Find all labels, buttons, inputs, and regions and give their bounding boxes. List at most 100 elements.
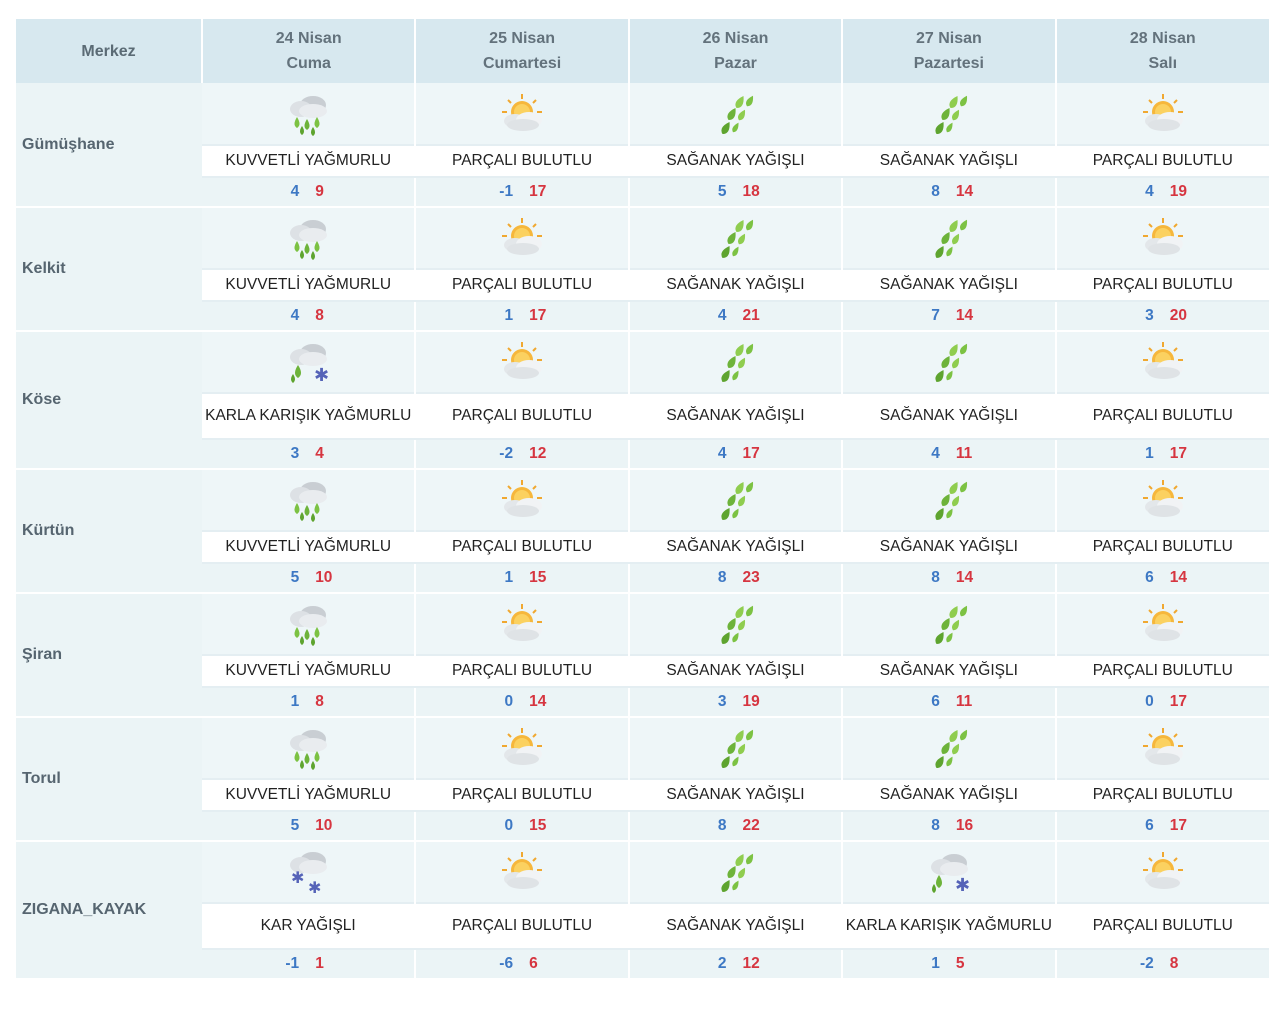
min-temperature: 1: [504, 569, 514, 586]
row-icons: Şiran: [16, 593, 1269, 718]
weather-description: SAĞANAK YAĞIŞLI: [842, 778, 1057, 812]
row-descriptions: KAR YAĞIŞLI PARÇALI BULUTLU SAĞANAK YAĞIŞL…: [16, 902, 1269, 950]
city-name: Kelkit: [16, 207, 202, 332]
icon-cell: [842, 331, 1057, 393]
temperature-cell: 3 20: [1055, 301, 1269, 332]
weather-description: KUVVETLİ YAĞMURLU: [202, 268, 417, 302]
forecast-table-container: Merkez 24 Nisan Cuma 25 Nisan Cumartesi 26…: [16, 19, 1269, 980]
min-temperature: 7: [931, 307, 940, 324]
temperature-cell: 6 14: [1055, 563, 1269, 594]
min-temperature: 0: [504, 693, 514, 710]
weather-description: PARÇALI BULUTLU: [1055, 778, 1269, 812]
sleet-icon: ✱: [283, 337, 333, 387]
weather-description: PARÇALI BULUTLU: [415, 902, 630, 950]
header-date: 26 Nisan: [702, 30, 769, 47]
header-weekday: Cumartesi: [482, 55, 562, 72]
min-temperature: 6: [1145, 569, 1154, 586]
city-name: Şiran: [16, 593, 202, 718]
heavy-rain-icon: [283, 723, 333, 773]
row-temperatures: 5 10 1 15 8 23 8 14 6 14: [16, 563, 1269, 594]
weather-description: SAĞANAK YAĞIŞLI: [842, 530, 1057, 564]
row-icons: ZIGANA_KAYAK ✱ ✱ ✱: [16, 841, 1269, 980]
header-weekday: Pazar: [714, 55, 757, 72]
showers-icon: [710, 599, 760, 649]
showers-icon: [710, 475, 760, 525]
min-temperature: -1: [285, 955, 300, 972]
weather-description: SAĞANAK YAĞIŞLI: [628, 268, 844, 302]
forecast-table: Merkez 24 Nisan Cuma 25 Nisan Cumartesi 26…: [16, 19, 1269, 980]
row-descriptions: KUVVETLİ YAĞMURLU PARÇALI BULUTLU SAĞANAK …: [16, 144, 1269, 178]
min-temperature: 8: [717, 569, 727, 586]
temperature-cell: 6 11: [842, 687, 1057, 718]
weather-description: PARÇALI BULUTLU: [1055, 144, 1269, 178]
temperature-cell: -2 8: [1055, 949, 1269, 980]
weather-description: PARÇALI BULUTLU: [1055, 268, 1269, 302]
min-temperature: 1: [931, 955, 940, 972]
city-name: Gümüşhane: [16, 83, 202, 208]
temperature-cell: 0 14: [415, 687, 630, 718]
temperature-cell: 3 19: [628, 687, 844, 718]
city-name: Köse: [16, 331, 202, 470]
max-temperature: 18: [742, 183, 760, 200]
weather-description: SAĞANAK YAĞIŞLI: [628, 530, 844, 564]
temperature-cell: 7 14: [842, 301, 1057, 332]
max-temperature: 21: [742, 307, 760, 324]
min-temperature: 4: [1145, 183, 1154, 200]
temperature-cell: 6 17: [1055, 811, 1269, 842]
min-temperature: 3: [290, 445, 300, 462]
icon-cell: [1055, 593, 1269, 655]
icon-cell: [628, 469, 844, 531]
max-temperature: 17: [1169, 817, 1188, 834]
header-row: Merkez 24 Nisan Cuma 25 Nisan Cumartesi 26…: [16, 19, 1269, 83]
weather-description: PARÇALI BULUTLU: [415, 268, 630, 302]
weather-description: KUVVETLİ YAĞMURLU: [202, 530, 417, 564]
icon-cell: [202, 717, 417, 779]
temperature-cell: 4 17: [628, 439, 844, 470]
row-temperatures: -1 1 -6 6 2 12 1 5 -2 8: [16, 949, 1269, 980]
heavy-rain-icon: [283, 89, 333, 139]
min-temperature: 5: [717, 183, 727, 200]
showers-icon: [924, 723, 974, 773]
min-temperature: -2: [1139, 955, 1154, 972]
row-temperatures: 5 10 0 15 8 22 8 16 6 17: [16, 811, 1269, 842]
temperature-cell: 8 23: [628, 563, 844, 594]
partly-cloudy-icon: [497, 89, 547, 139]
showers-icon: [924, 475, 974, 525]
weather-description: KUVVETLİ YAĞMURLU: [202, 778, 417, 812]
min-temperature: 4: [717, 445, 727, 462]
row-icons: Kelkit: [16, 207, 1269, 332]
icon-cell: [415, 717, 630, 779]
max-temperature: 8: [1169, 955, 1179, 972]
icon-cell: [628, 207, 844, 269]
icon-cell: [842, 717, 1057, 779]
icon-cell: [415, 207, 630, 269]
header-day: 28 Nisan Salı: [1055, 19, 1269, 83]
max-temperature: 8: [315, 693, 324, 710]
icon-cell: [415, 83, 630, 145]
min-temperature: 4: [717, 307, 727, 324]
svg-text:✱: ✱: [955, 875, 970, 896]
weather-description: KARLA KARIŞIK YAĞMURLU: [202, 392, 417, 440]
icon-cell: [415, 593, 630, 655]
temperature-cell: 8 14: [842, 177, 1057, 208]
showers-icon: [924, 89, 974, 139]
icon-cell: [1055, 331, 1269, 393]
icon-cell: [628, 593, 844, 655]
max-temperature: 14: [955, 307, 974, 324]
min-temperature: 4: [290, 307, 300, 324]
header-day: 24 Nisan Cuma: [202, 19, 417, 83]
partly-cloudy-icon: [1138, 723, 1188, 773]
weather-description: PARÇALI BULUTLU: [415, 654, 630, 688]
weather-description: KARLA KARIŞIK YAĞMURLU: [842, 902, 1057, 950]
row-descriptions: KUVVETLİ YAĞMURLU PARÇALI BULUTLU SAĞANAK …: [16, 530, 1269, 564]
icon-cell: ✱ ✱: [202, 841, 417, 903]
showers-icon: [710, 89, 760, 139]
temperature-cell: -1 17: [415, 177, 630, 208]
temperature-cell: 1 17: [415, 301, 630, 332]
showers-icon: [710, 847, 760, 897]
icon-cell: ✱: [202, 331, 417, 393]
max-temperature: 12: [742, 955, 760, 972]
